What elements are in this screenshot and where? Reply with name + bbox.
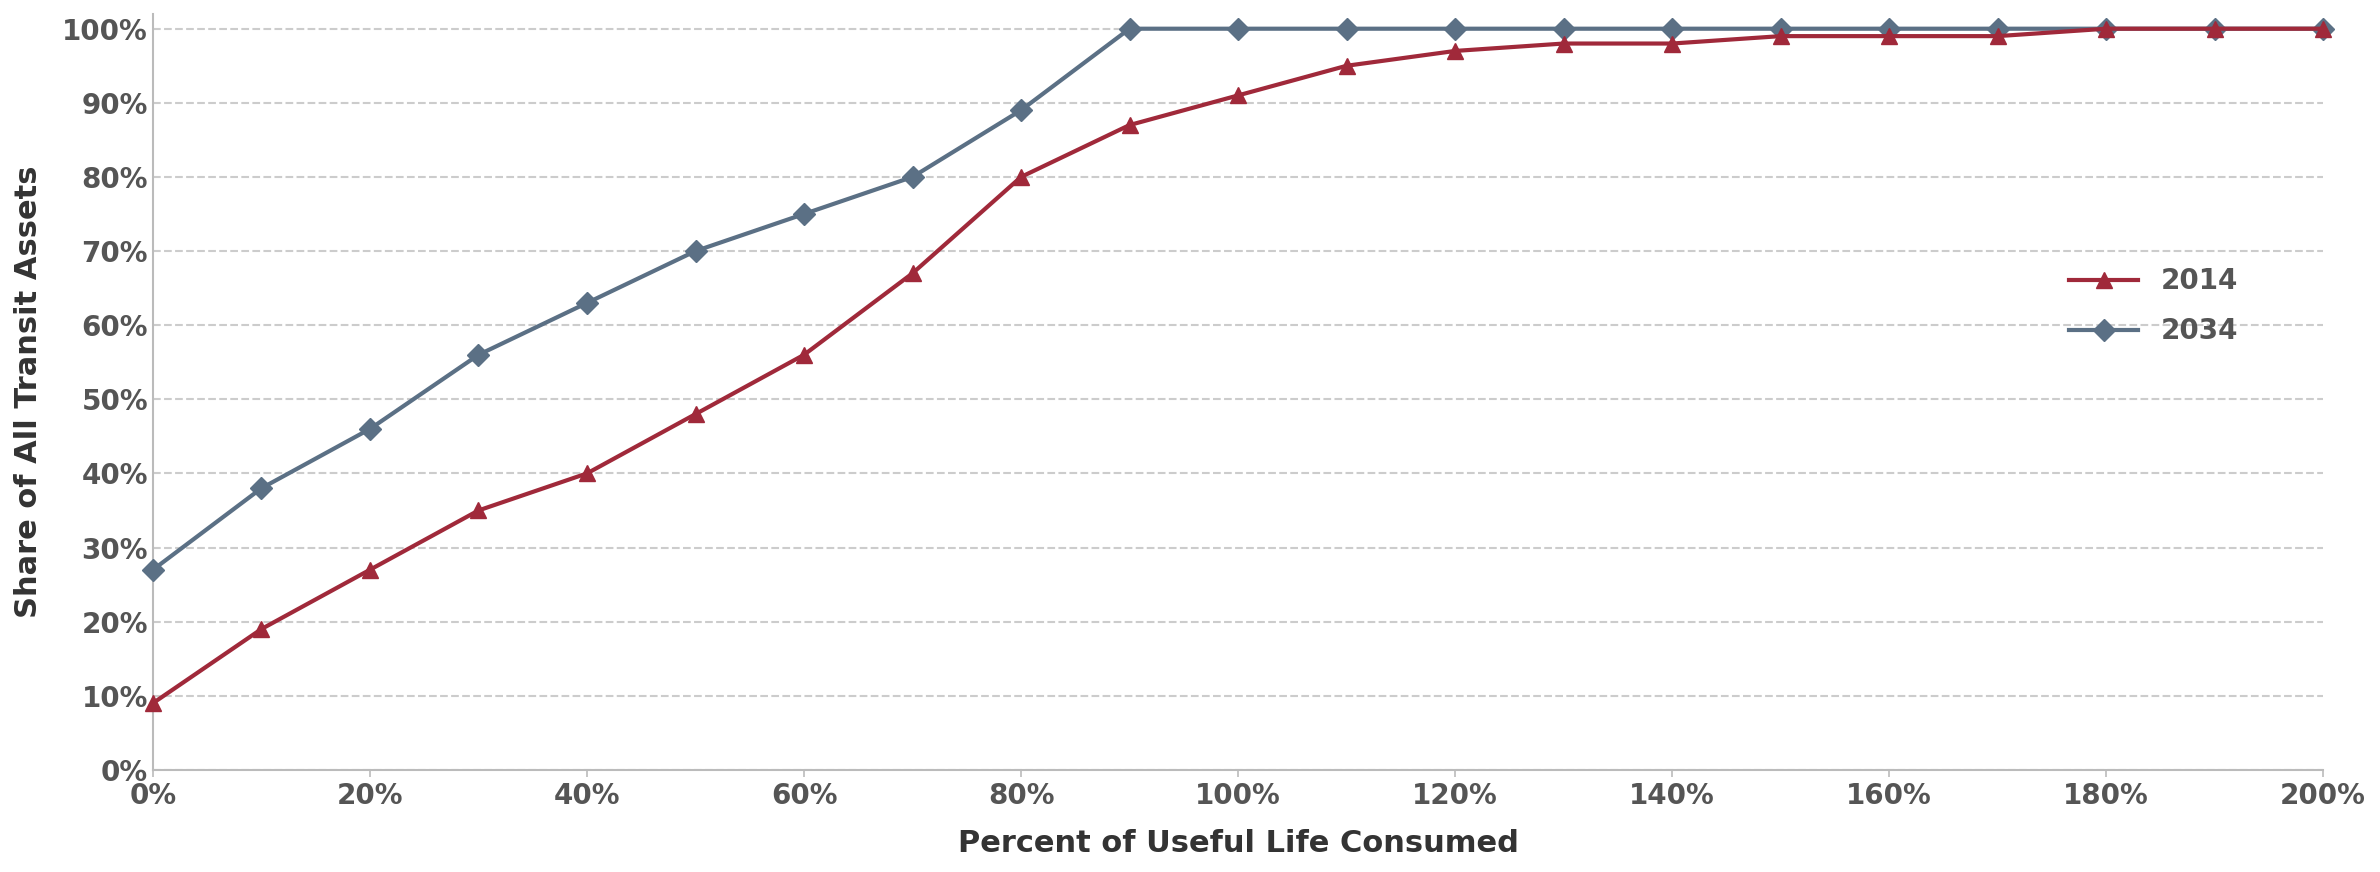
- 2034: [897, 172, 926, 182]
- 2034: [464, 350, 493, 360]
- 2014: [1223, 90, 1252, 100]
- Line: 2014: 2014: [145, 21, 2330, 711]
- 2014: [681, 409, 709, 419]
- 2034: [1007, 105, 1035, 115]
- 2014: [2092, 24, 2121, 34]
- 2014: [1333, 60, 1361, 71]
- 2034: [681, 246, 709, 256]
- 2034: [1333, 24, 1361, 34]
- 2034: [1766, 24, 1795, 34]
- 2034: [790, 208, 819, 219]
- 2014: [897, 268, 926, 278]
- 2014: [1549, 38, 1578, 49]
- 2034: [355, 424, 383, 434]
- 2014: [355, 564, 383, 575]
- 2014: [790, 350, 819, 360]
- 2034: [2202, 24, 2230, 34]
- 2014: [1766, 31, 1795, 41]
- 2014: [1116, 119, 1145, 130]
- 2014: [1440, 45, 1468, 56]
- 2034: [1659, 24, 1687, 34]
- 2014: [574, 468, 602, 479]
- Line: 2034: 2034: [145, 21, 2330, 577]
- 2034: [1223, 24, 1252, 34]
- X-axis label: Percent of Useful Life Consumed: Percent of Useful Life Consumed: [957, 829, 1518, 858]
- Y-axis label: Share of All Transit Assets: Share of All Transit Assets: [14, 166, 43, 618]
- 2014: [2202, 24, 2230, 34]
- 2034: [248, 483, 276, 494]
- 2034: [1983, 24, 2011, 34]
- Legend: 2014, 2034: 2014, 2034: [2042, 240, 2266, 373]
- 2014: [464, 505, 493, 515]
- 2034: [1549, 24, 1578, 34]
- 2034: [1440, 24, 1468, 34]
- 2034: [574, 297, 602, 308]
- 2014: [248, 623, 276, 634]
- 2034: [1875, 24, 1904, 34]
- 2014: [1983, 31, 2011, 41]
- 2014: [1659, 38, 1687, 49]
- 2014: [1875, 31, 1904, 41]
- 2034: [2309, 24, 2337, 34]
- 2034: [2092, 24, 2121, 34]
- 2014: [2309, 24, 2337, 34]
- 2014: [138, 698, 167, 708]
- 2034: [1116, 24, 1145, 34]
- 2034: [138, 564, 167, 575]
- 2014: [1007, 172, 1035, 182]
